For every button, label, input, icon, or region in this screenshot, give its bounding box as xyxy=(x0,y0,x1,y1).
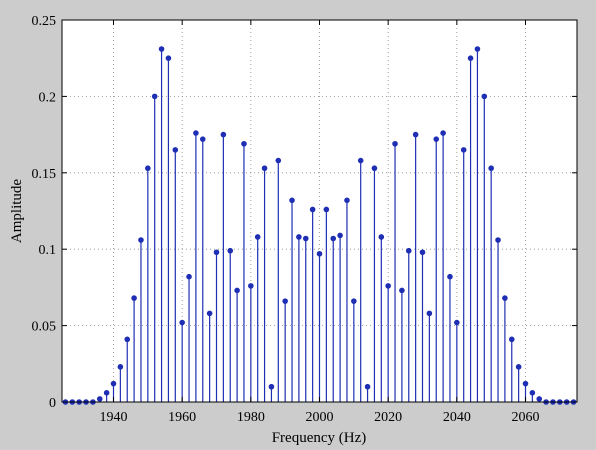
y-tick-label: 0 xyxy=(49,396,56,411)
stem-marker xyxy=(172,147,179,153)
stem-marker xyxy=(103,390,110,396)
stem-marker xyxy=(426,310,433,317)
x-axis-label: Frequency (Hz) xyxy=(272,430,367,446)
stem-marker xyxy=(378,234,385,240)
stem-marker xyxy=(268,383,275,390)
stem-marker xyxy=(275,157,282,164)
stem-marker xyxy=(385,283,391,289)
stem-marker xyxy=(344,197,350,204)
stem-marker xyxy=(481,93,488,100)
stem-marker xyxy=(254,234,261,240)
stem-marker xyxy=(323,206,330,213)
x-tick-label: 2020 xyxy=(374,410,402,425)
stem-marker xyxy=(131,295,137,301)
stem-marker xyxy=(337,232,343,239)
stem-marker xyxy=(488,165,494,172)
stem-marker xyxy=(193,130,199,136)
stem-marker xyxy=(110,380,117,387)
stem-marker xyxy=(419,249,426,256)
stem-marker xyxy=(467,55,474,62)
stem-marker xyxy=(241,140,247,147)
stem-marker xyxy=(474,46,481,52)
stem-marker xyxy=(508,336,515,343)
stem-marker xyxy=(447,273,453,280)
stem-marker xyxy=(433,136,440,142)
stem-marker xyxy=(371,165,378,172)
stem-marker xyxy=(536,396,543,402)
stem-marker xyxy=(158,46,165,52)
stem-marker xyxy=(316,250,323,257)
stem-marker xyxy=(330,235,337,242)
stem-marker xyxy=(495,237,501,243)
stem-marker xyxy=(302,235,309,242)
stem-marker xyxy=(502,295,508,301)
x-tick-label: 1980 xyxy=(237,410,265,425)
stem-marker xyxy=(145,165,151,172)
stem-marker xyxy=(412,131,419,138)
stem-marker xyxy=(351,298,357,304)
y-tick-label: 0.25 xyxy=(32,14,57,29)
y-tick-label: 0.15 xyxy=(32,167,57,182)
x-tick-label: 1960 xyxy=(168,410,196,425)
x-tick-label: 2040 xyxy=(443,410,471,425)
stem-marker xyxy=(186,273,192,280)
stem-marker xyxy=(220,131,227,138)
stem-marker xyxy=(529,390,536,396)
stem-marker xyxy=(289,197,295,204)
stem-marker xyxy=(124,336,131,343)
x-tick-label: 2060 xyxy=(512,410,540,425)
stem-marker xyxy=(357,157,364,164)
stem-marker xyxy=(392,140,398,147)
stem-marker xyxy=(460,147,467,153)
stem-marker xyxy=(261,165,268,172)
stem-marker xyxy=(179,319,185,326)
stem-marker xyxy=(399,287,405,294)
stem-marker xyxy=(515,364,522,370)
stem-marker xyxy=(234,287,240,294)
stem-marker xyxy=(282,298,288,304)
stem-marker xyxy=(309,206,316,213)
stem-marker xyxy=(296,234,302,240)
stem-marker xyxy=(248,283,254,289)
stem-marker xyxy=(151,93,158,100)
stem-marker xyxy=(96,396,103,402)
stem-marker xyxy=(440,130,446,136)
stem-marker xyxy=(213,249,220,256)
stem-marker xyxy=(117,364,124,370)
data-series xyxy=(62,46,577,405)
y-tick-label: 0.2 xyxy=(39,90,57,105)
stem-marker xyxy=(227,247,234,254)
stem-marker xyxy=(364,383,371,390)
stem-marker xyxy=(199,136,206,142)
y-axis-label: Amplitude xyxy=(9,179,25,244)
stem-marker xyxy=(454,319,460,326)
y-tick-label: 0.05 xyxy=(32,320,57,335)
stem-marker xyxy=(405,247,412,254)
x-tick-label: 1940 xyxy=(100,410,128,425)
axis-ticks: 1940 1960 1980 2000 2020 2040 2060 0 0.05 0.1 0.15… xyxy=(32,14,577,425)
y-tick-label: 0.1 xyxy=(39,243,57,258)
stem-marker xyxy=(138,237,144,243)
stem-marker xyxy=(165,55,172,62)
stem-marker xyxy=(522,380,529,387)
x-tick-label: 2000 xyxy=(306,410,334,425)
stem-marker xyxy=(206,310,213,317)
